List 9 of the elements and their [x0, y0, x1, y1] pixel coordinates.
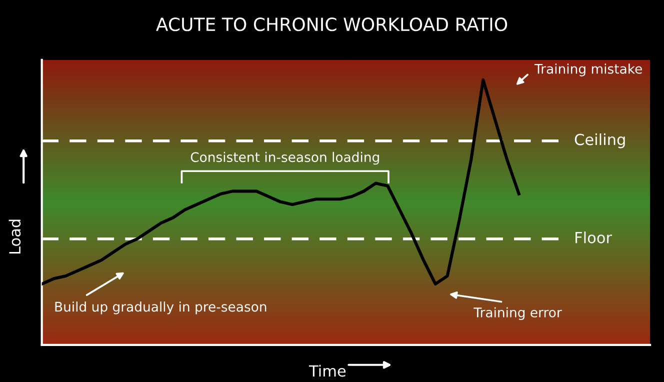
chart-title: ACUTE TO CHRONIC WORKLOAD RATIO: [156, 18, 508, 32]
annotation: Build up gradually in pre-season: [55, 302, 266, 314]
annotation: Training error: [474, 307, 562, 320]
text: Training mistake: [534, 64, 642, 76]
annotation: Consistent in-season loading: [190, 152, 379, 165]
ref-line-label: Ceiling: [574, 133, 625, 148]
x-axis-title: Time: [308, 364, 346, 377]
y-axis-title: Load: [8, 220, 21, 254]
ref-line-label: Floor: [576, 232, 612, 244]
